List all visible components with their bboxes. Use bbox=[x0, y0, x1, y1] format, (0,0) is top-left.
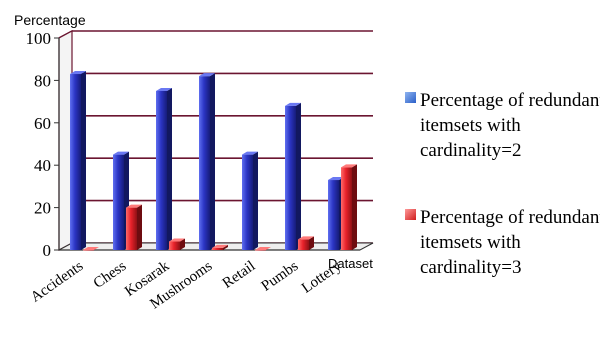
bar-side bbox=[352, 164, 357, 250]
legend-swatch-blue bbox=[405, 92, 416, 103]
gridline bbox=[58, 115, 373, 124]
x-category-label: Pumbs bbox=[259, 258, 302, 295]
bar-top bbox=[113, 151, 129, 155]
bar-front bbox=[255, 250, 266, 251]
gridline bbox=[58, 72, 373, 82]
bar-blue bbox=[285, 102, 301, 250]
bar-top bbox=[169, 238, 185, 242]
gridline bbox=[58, 30, 373, 39]
bar-top bbox=[341, 164, 357, 168]
y-tick-label: 40 bbox=[34, 156, 51, 175]
gridline bbox=[58, 157, 373, 166]
legend-swatch-red bbox=[405, 209, 416, 220]
bar-side bbox=[180, 238, 185, 250]
y-tick-label: 0 bbox=[43, 241, 52, 260]
y-tick-label: 100 bbox=[26, 29, 52, 48]
x-category-label: Accidents bbox=[28, 258, 86, 306]
bar-front bbox=[328, 180, 339, 250]
bar-top bbox=[255, 247, 271, 250]
bar-blue bbox=[242, 151, 258, 250]
bar-front bbox=[156, 91, 167, 250]
bar-red bbox=[83, 247, 99, 251]
legend-label-series-1: Percentage of redundant itemsets with ca… bbox=[420, 90, 600, 161]
bar-side bbox=[309, 236, 314, 250]
y-tick-label: 20 bbox=[34, 199, 51, 218]
bar-blue bbox=[156, 88, 172, 250]
bar-red bbox=[255, 247, 271, 251]
bar-front bbox=[341, 167, 352, 250]
bar-front bbox=[285, 105, 296, 250]
bars bbox=[70, 71, 357, 251]
bar-front bbox=[298, 239, 309, 250]
y-axis-label: Percentage bbox=[14, 12, 86, 28]
bar-front bbox=[242, 154, 253, 250]
bar-top bbox=[328, 177, 344, 181]
bar-side bbox=[210, 73, 215, 250]
x-category-label: Retail bbox=[220, 258, 259, 292]
bar-side bbox=[167, 88, 172, 250]
bar-red bbox=[212, 244, 228, 250]
x-axis-label: Dataset bbox=[328, 256, 373, 271]
bar-front bbox=[113, 154, 124, 250]
bar-red bbox=[341, 164, 357, 250]
bar-front bbox=[70, 74, 81, 250]
bar-blue bbox=[70, 71, 86, 250]
bar-top bbox=[298, 236, 314, 240]
gridlines bbox=[58, 30, 373, 251]
bar-front bbox=[126, 207, 137, 250]
y-tick-labels: 0 20 40 60 80 100 bbox=[26, 29, 59, 260]
bar-top bbox=[126, 204, 142, 208]
bar-blue bbox=[199, 73, 215, 250]
bar-front bbox=[212, 247, 223, 250]
bar-red bbox=[126, 204, 142, 250]
bar-top bbox=[199, 73, 215, 77]
bar-side bbox=[296, 102, 301, 250]
legend-label-series-2: Percentage of redundant itemsets with ca… bbox=[420, 207, 600, 278]
bar-top bbox=[212, 244, 228, 248]
bar-side bbox=[137, 204, 142, 250]
bar-top bbox=[285, 102, 301, 106]
bar-top bbox=[83, 247, 99, 250]
gridline bbox=[58, 199, 373, 209]
bar-side bbox=[81, 71, 86, 250]
bar-red bbox=[298, 236, 314, 250]
bar-front bbox=[169, 241, 180, 250]
axes bbox=[58, 29, 374, 252]
bar-top bbox=[242, 151, 258, 155]
bar-front bbox=[83, 250, 94, 251]
y-tick-label: 80 bbox=[34, 71, 51, 90]
bar-top bbox=[156, 88, 172, 91]
bar-front bbox=[199, 76, 210, 250]
bar-top bbox=[70, 71, 86, 75]
bar-red bbox=[169, 238, 185, 250]
y-tick-label: 60 bbox=[34, 114, 51, 133]
bar-side bbox=[223, 244, 228, 250]
bar-side bbox=[253, 151, 258, 250]
